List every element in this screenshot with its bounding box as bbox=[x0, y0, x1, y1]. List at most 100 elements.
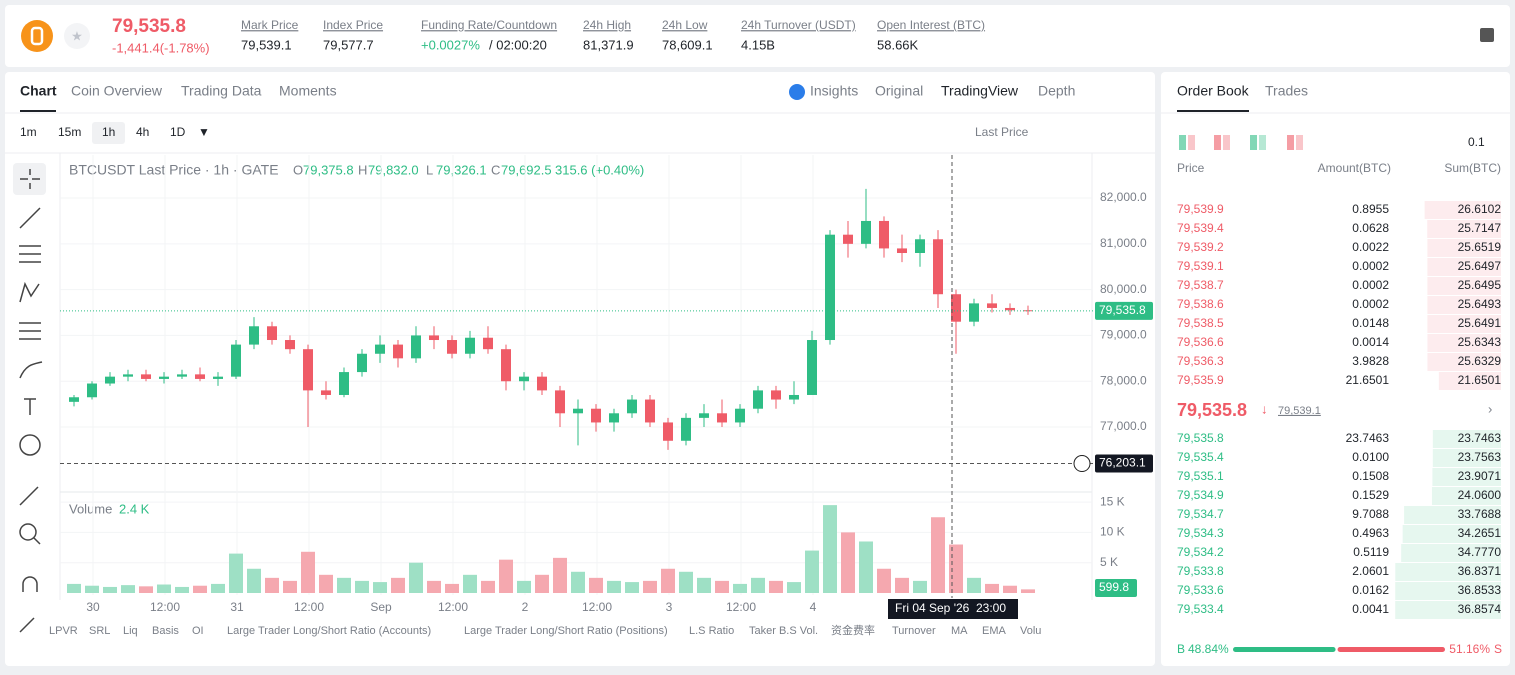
depth-bar bbox=[1427, 353, 1501, 371]
candle-body bbox=[627, 399, 637, 414]
candle-body bbox=[339, 372, 349, 395]
price: 79,539.4 bbox=[1177, 221, 1224, 235]
sum: 36.8533 bbox=[1458, 583, 1502, 597]
tab-underline bbox=[20, 110, 56, 112]
step-select[interactable]: 0.1 bbox=[1468, 135, 1485, 149]
indicator[interactable]: Large Trader Long/Short Ratio (Positions… bbox=[464, 625, 668, 637]
candle-body bbox=[501, 349, 511, 382]
indicator[interactable]: LPVR bbox=[49, 625, 78, 637]
notes-button[interactable] bbox=[1480, 28, 1494, 42]
buy-label: B bbox=[1177, 642, 1185, 656]
volume-bar bbox=[841, 532, 855, 593]
indicator[interactable]: Volu bbox=[1020, 625, 1041, 637]
interval[interactable]: 15m bbox=[58, 125, 81, 139]
mid-price: 79,535.8 bbox=[1177, 400, 1247, 420]
legend-value: 79,375.8 bbox=[303, 162, 354, 177]
volume-bar bbox=[967, 577, 981, 593]
x-tick-label: 4 bbox=[810, 600, 817, 614]
view-tab[interactable]: TradingView bbox=[941, 83, 1019, 99]
candle-body bbox=[897, 248, 907, 254]
price-type-select[interactable]: Last Price bbox=[975, 125, 1029, 139]
sum: 25.6343 bbox=[1458, 335, 1502, 349]
crosshair-tool[interactable] bbox=[13, 163, 46, 195]
indicator[interactable]: Turnover bbox=[892, 625, 936, 637]
amount: 0.0014 bbox=[1352, 335, 1389, 349]
price: 79,539.1 bbox=[1177, 259, 1224, 273]
price: 79,534.2 bbox=[1177, 545, 1224, 559]
favorite-button[interactable] bbox=[64, 23, 90, 49]
depth-bar bbox=[1427, 220, 1501, 238]
candle-body bbox=[1023, 310, 1033, 312]
tab[interactable]: Moments bbox=[279, 83, 337, 99]
tab-underline bbox=[1177, 110, 1249, 112]
stat-value: +0.0027% bbox=[421, 37, 480, 52]
candle-body bbox=[285, 340, 295, 350]
price: 79,535.4 bbox=[1177, 450, 1224, 464]
header-price: 79,535.8 bbox=[112, 16, 186, 37]
volume-bar bbox=[949, 544, 963, 593]
book-view-icon[interactable] bbox=[1188, 135, 1195, 150]
candle-body bbox=[465, 337, 475, 354]
tab[interactable]: Coin Overview bbox=[71, 83, 163, 99]
interval[interactable]: 4h bbox=[136, 125, 149, 139]
indicator[interactable]: L.S Ratio bbox=[689, 625, 734, 637]
volume-tag bbox=[1095, 579, 1137, 597]
view-tab[interactable]: Insights bbox=[810, 83, 858, 99]
ob-tab[interactable]: Trades bbox=[1265, 83, 1308, 99]
indicator[interactable]: Basis bbox=[152, 625, 179, 637]
ob-tab[interactable]: Order Book bbox=[1177, 83, 1250, 99]
dropdown-arrow: ▼ bbox=[198, 125, 210, 139]
sum: 34.2651 bbox=[1458, 526, 1502, 540]
book-view-icon[interactable] bbox=[1296, 135, 1303, 150]
candle-body bbox=[519, 376, 529, 382]
indicator[interactable]: MA bbox=[951, 625, 968, 637]
candle-body bbox=[321, 390, 331, 395]
book-view-icon[interactable] bbox=[1214, 135, 1221, 150]
indicator[interactable]: Liq bbox=[123, 625, 138, 637]
book-view-icon[interactable] bbox=[1259, 135, 1266, 150]
volume-tick-label: 5 K bbox=[1100, 555, 1118, 569]
book-view-icon[interactable] bbox=[1179, 135, 1186, 150]
tab[interactable]: Chart bbox=[20, 83, 57, 99]
indicator[interactable]: Large Trader Long/Short Ratio (Accounts) bbox=[227, 625, 431, 637]
volume-bar bbox=[463, 574, 477, 593]
candle-body bbox=[591, 408, 601, 423]
volume-bar bbox=[625, 582, 639, 593]
candle-body bbox=[177, 374, 187, 377]
drawing-tools bbox=[19, 169, 43, 633]
legend-key: O bbox=[293, 162, 303, 177]
view-tab[interactable]: Depth bbox=[1038, 83, 1075, 99]
x-tick-label: 12:00 bbox=[150, 600, 180, 614]
sum: 25.6519 bbox=[1458, 240, 1502, 254]
indicator[interactable]: OI bbox=[192, 625, 204, 637]
sum: 21.6501 bbox=[1458, 373, 1502, 387]
x-tick-label: 3 bbox=[666, 600, 673, 614]
volume-bar bbox=[175, 586, 189, 593]
indicator[interactable]: Taker B.S Vol. bbox=[749, 625, 818, 637]
volume-bar bbox=[193, 585, 207, 593]
chart-title: BTCUSDT Last Price · 1h · GATE bbox=[69, 162, 279, 178]
indicator[interactable]: 资金费率 bbox=[831, 623, 875, 637]
indicator[interactable]: EMA bbox=[982, 625, 1007, 637]
legend-value: 79,832.0 bbox=[368, 162, 419, 177]
volume-bar bbox=[661, 568, 675, 593]
stat-label: 24h High bbox=[583, 18, 631, 32]
tab[interactable]: Trading Data bbox=[181, 83, 262, 99]
volume-bar bbox=[607, 580, 621, 593]
amount: 0.0041 bbox=[1352, 602, 1389, 616]
depth-bar bbox=[1395, 582, 1501, 600]
book-view-icon[interactable] bbox=[1287, 135, 1294, 150]
interval[interactable]: 1D bbox=[170, 125, 186, 139]
candle-body bbox=[375, 344, 385, 354]
sum: 25.6491 bbox=[1458, 316, 1502, 330]
interval[interactable]: 1h bbox=[102, 125, 115, 139]
stat-value: 78,609.1 bbox=[662, 37, 713, 52]
book-view-icon[interactable] bbox=[1223, 135, 1230, 150]
sum: 26.6102 bbox=[1458, 202, 1502, 216]
view-tab[interactable]: Original bbox=[875, 83, 923, 99]
volume-bar bbox=[391, 577, 405, 593]
interval[interactable]: 1m bbox=[20, 125, 37, 139]
book-view-icon[interactable] bbox=[1250, 135, 1257, 150]
indicator[interactable]: SRL bbox=[89, 625, 110, 637]
volume-bar bbox=[319, 574, 333, 593]
